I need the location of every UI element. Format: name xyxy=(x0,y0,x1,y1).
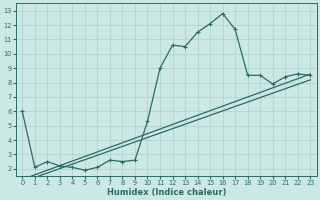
X-axis label: Humidex (Indice chaleur): Humidex (Indice chaleur) xyxy=(107,188,226,197)
